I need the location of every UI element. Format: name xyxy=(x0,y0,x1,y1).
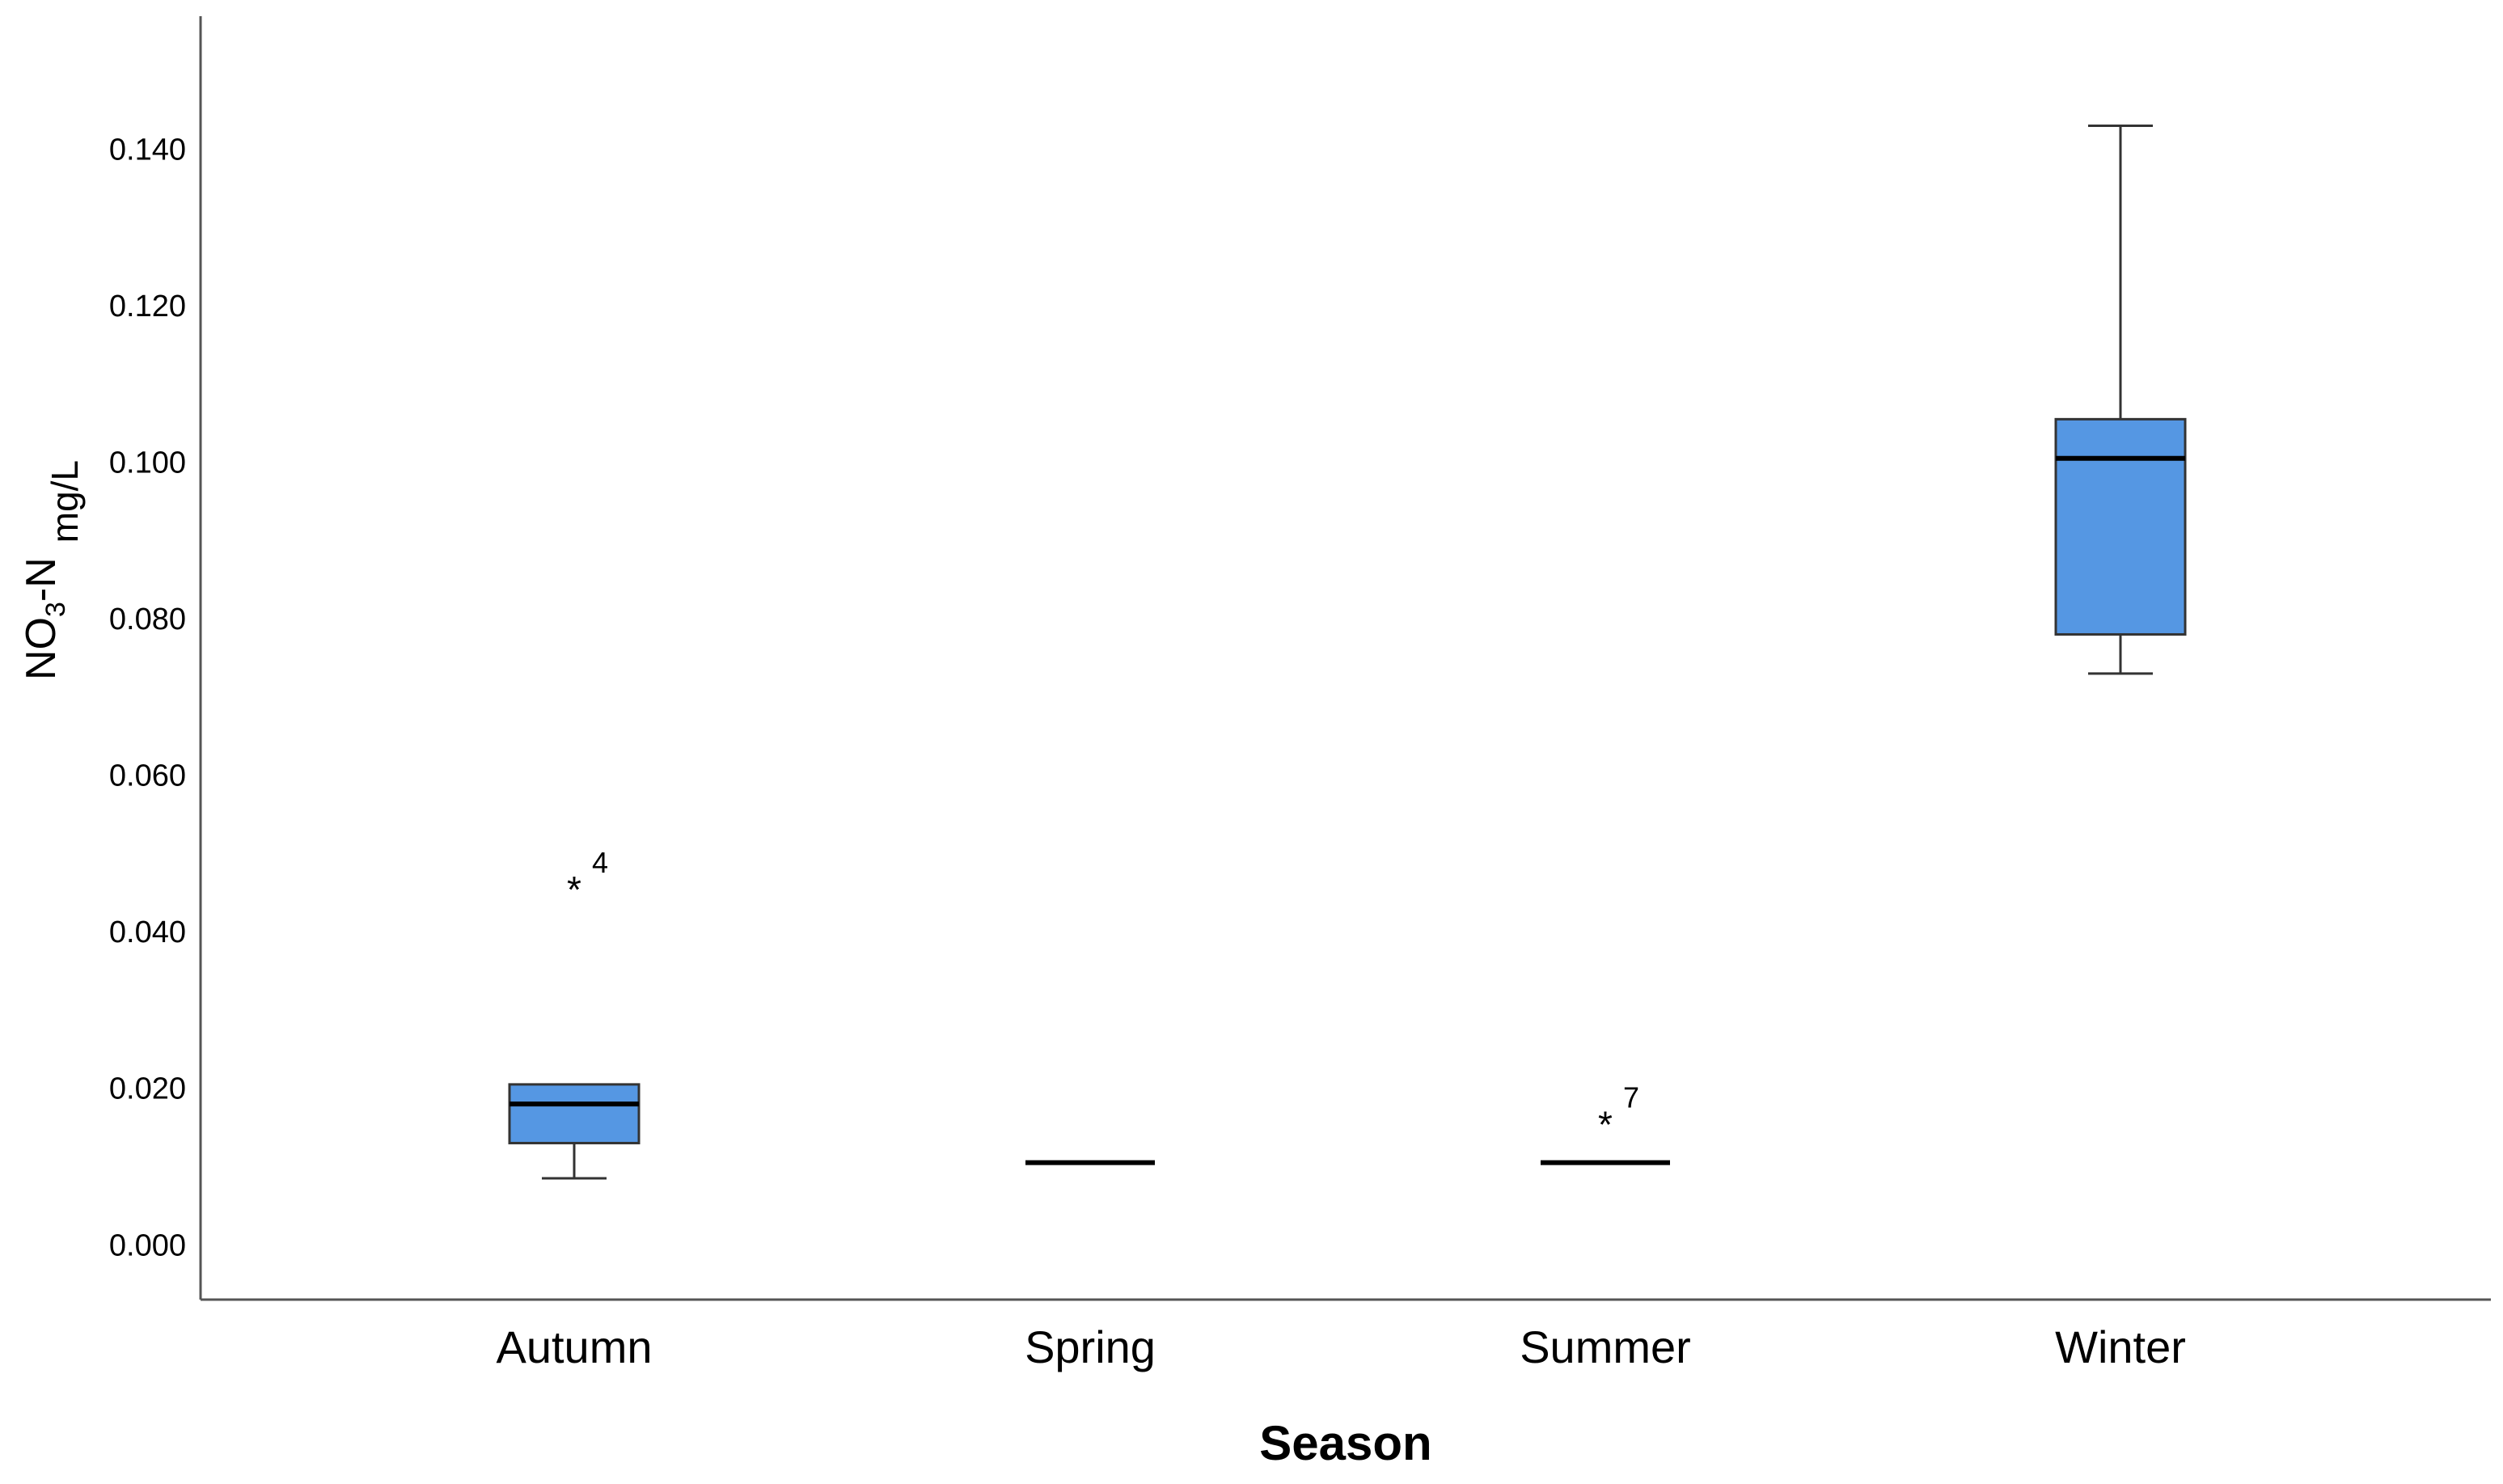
outlier-series: * 4 * 7 xyxy=(567,846,1639,1145)
x-tick-label: Spring xyxy=(1025,1321,1156,1372)
y-tick-label: 0.120 xyxy=(109,290,186,323)
y-axis-label-unit: mg/L xyxy=(44,460,86,543)
outlier-marker: * xyxy=(567,869,581,911)
outlier-label: 4 xyxy=(592,846,608,879)
x-tick-label: Autumn xyxy=(497,1321,653,1372)
x-tick-label: Winter xyxy=(2055,1321,2186,1372)
y-tick-label: 0.080 xyxy=(109,602,186,636)
y-tick-label: 0.040 xyxy=(109,915,186,949)
y-axis-label-rest: -N xyxy=(18,557,65,602)
y-tick-label: 0.100 xyxy=(109,446,186,480)
y-tick-label: 0.000 xyxy=(109,1228,186,1262)
iqr-box xyxy=(508,1083,641,1144)
box-autumn xyxy=(508,1083,641,1180)
y-axis-label: NO3-N mg/L xyxy=(18,460,86,680)
iqr-box xyxy=(2054,417,2187,636)
y-tick-labels: 0.000 0.020 0.040 0.060 0.080 0.100 0.120 0.140 xyxy=(109,133,186,1263)
y-tick-label: 0.060 xyxy=(109,759,186,793)
box-series xyxy=(508,124,2187,1180)
outlier-marker: * xyxy=(1598,1103,1613,1145)
outlier-label: 7 xyxy=(1623,1080,1639,1114)
y-axis-label-subscript: 3 xyxy=(40,602,71,617)
x-axis-label: Season xyxy=(1259,1416,1431,1470)
y-tick-label: 0.140 xyxy=(109,133,186,167)
box-winter xyxy=(2054,124,2187,675)
y-tick-label: 0.020 xyxy=(109,1072,186,1106)
x-tick-label: Summer xyxy=(1520,1321,1691,1372)
axes xyxy=(199,16,2491,1301)
svg-text:NO3-Nmg/L: NO3-N mg/L xyxy=(18,460,86,680)
y-axis-label-main: NO xyxy=(18,617,65,680)
x-tick-labels: Autumn Spring Summer Winter xyxy=(497,1321,2186,1372)
